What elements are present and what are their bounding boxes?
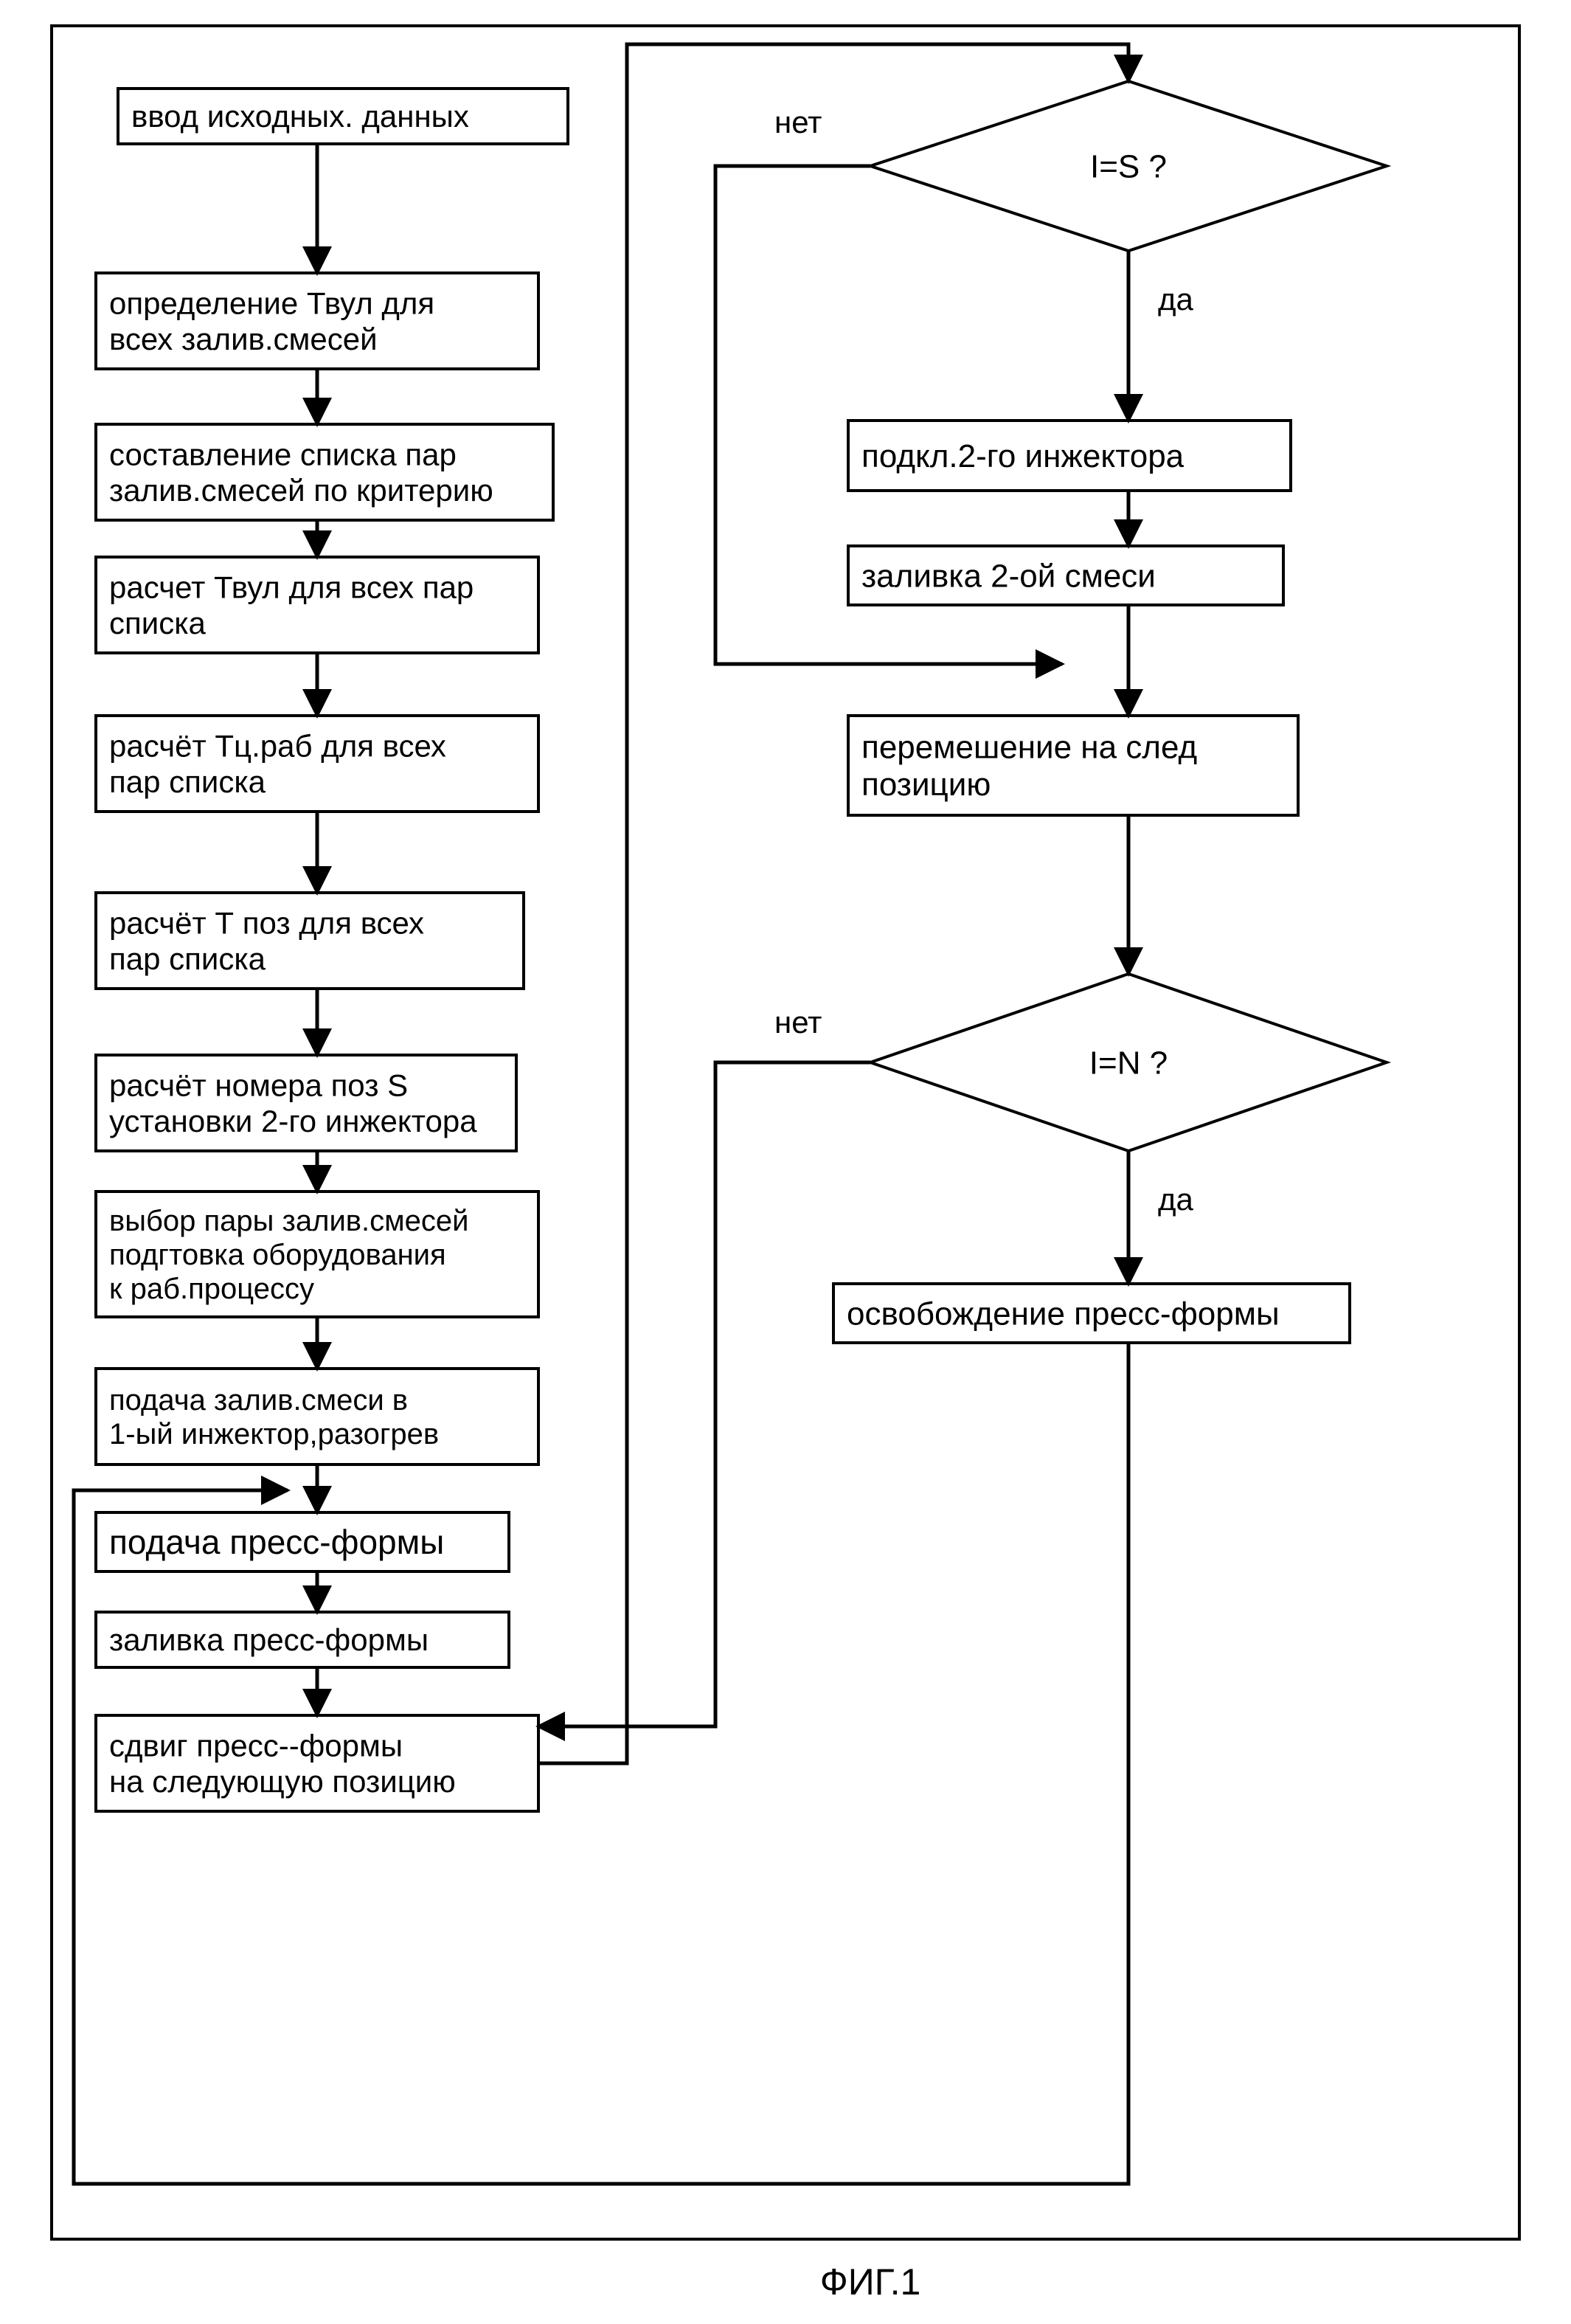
node-n5-text-0: расчёт Тц.раб для всех <box>109 729 446 764</box>
node-n15-text-1: позицию <box>861 767 991 803</box>
node-n5: расчёт Тц.раб для всехпар списка <box>96 716 538 812</box>
node-n1: ввод исходных. данных <box>118 89 568 144</box>
node-n3-text-1: залив.смесей по критерию <box>109 473 493 508</box>
node-n7: расчёт номера поз Sустановки 2-го инжект… <box>96 1055 516 1151</box>
node-n5-text-1: пар списка <box>109 764 266 799</box>
node-d2: I=N ? <box>870 974 1387 1151</box>
node-n16-text-0: освобождение пресс-формы <box>847 1296 1280 1332</box>
node-d1-text-0: I=S ? <box>1090 148 1167 184</box>
node-n4-text-1: списка <box>109 606 207 640</box>
node-n3: составление списка парзалив.смесей по кр… <box>96 424 553 520</box>
label-l_d2_no: нет <box>774 1005 822 1040</box>
node-n6: расчёт Т поз для всехпар списка <box>96 893 524 989</box>
node-n6-text-0: расчёт Т поз для всех <box>109 906 424 941</box>
node-n9-text-0: подача залив.смеси в <box>109 1384 408 1417</box>
node-n2: определение Твул длявсех залив.смесей <box>96 273 538 369</box>
node-n11-text-0: заливка пресс-формы <box>109 1622 429 1657</box>
node-n8: выбор пары залив.смесейподгтовка оборудо… <box>96 1192 538 1317</box>
node-n15-text-0: перемешение на след <box>861 730 1197 766</box>
node-n14-text-0: заливка 2-ой смеси <box>861 558 1156 594</box>
node-n7-text-0: расчёт номера поз S <box>109 1068 408 1103</box>
node-n1-text-0: ввод исходных. данных <box>131 99 469 134</box>
node-n13: подкл.2-го инжектора <box>848 421 1291 491</box>
node-n3-text-0: составление списка пар <box>109 438 457 472</box>
node-n16: освобождение пресс-формы <box>833 1284 1350 1343</box>
node-n10: подача пресс-формы <box>96 1512 509 1571</box>
node-n8-text-1: подгтовка оборудования <box>109 1239 446 1271</box>
node-n10-text-0: подача пресс-формы <box>109 1523 444 1561</box>
label-l_d1_yes: да <box>1158 282 1194 317</box>
node-d2-text-0: I=N ? <box>1089 1045 1168 1081</box>
node-n11: заливка пресс-формы <box>96 1612 509 1667</box>
edge-n12-d1 <box>538 44 1128 1763</box>
node-n13-text-0: подкл.2-го инжектора <box>861 438 1185 474</box>
node-n9: подача залив.смеси в1-ый инжектор,разогр… <box>96 1369 538 1464</box>
node-n2-text-0: определение Твул для <box>109 286 434 321</box>
node-n8-text-0: выбор пары залив.смесей <box>109 1205 469 1237</box>
node-n2-text-1: всех залив.смесей <box>109 322 378 356</box>
node-n8-text-2: к раб.процессу <box>109 1273 314 1305</box>
node-n7-text-1: установки 2-го инжектора <box>109 1104 477 1138</box>
label-l_d1_no: нет <box>774 105 822 139</box>
node-n12-text-0: сдвиг пресс--формы <box>109 1729 403 1763</box>
node-d1: I=S ? <box>870 81 1387 251</box>
node-n6-text-1: пар списка <box>109 941 266 976</box>
node-n12: сдвиг пресс--формына следующую позицию <box>96 1715 538 1811</box>
node-n12-text-1: на следующую позицию <box>109 1764 456 1799</box>
figure-caption: ФИГ.1 <box>820 2261 921 2303</box>
flowchart-nodes: ввод исходных. данных определение Твул дл… <box>96 81 1387 1811</box>
node-n14: заливка 2-ой смеси <box>848 546 1283 605</box>
node-n4: расчет Твул для всех парсписка <box>96 557 538 653</box>
edge-d2-no <box>538 1062 870 1726</box>
label-l_d2_yes: да <box>1158 1182 1194 1217</box>
node-n15: перемешение на следпозицию <box>848 716 1298 815</box>
node-n4-text-0: расчет Твул для всех пар <box>109 570 474 605</box>
node-n9-text-1: 1-ый инжектор,разогрев <box>109 1418 439 1450</box>
